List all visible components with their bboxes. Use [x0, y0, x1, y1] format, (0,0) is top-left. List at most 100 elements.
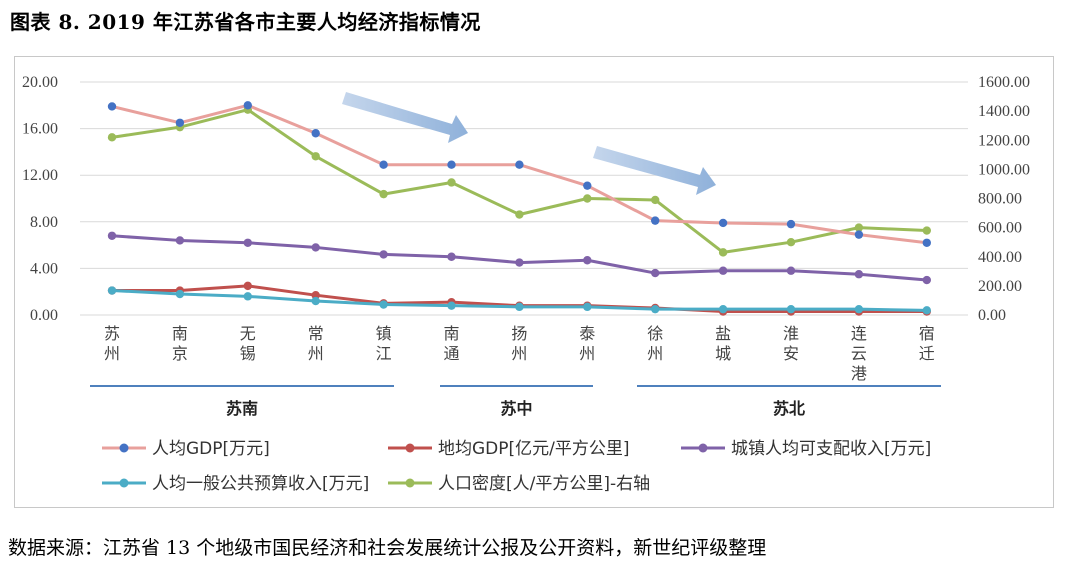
- right-tick-label: 0.00: [978, 307, 1006, 324]
- right-tick-label: 1400.00: [978, 103, 1030, 120]
- data-point: [854, 223, 864, 232]
- data-point: [786, 266, 796, 275]
- right-tick-label: 1000.00: [978, 161, 1030, 178]
- series-group: [107, 101, 931, 316]
- data-point: [175, 236, 185, 245]
- category-label: 连: [851, 324, 867, 343]
- left-tick-label: 12.00: [22, 167, 58, 184]
- category-label: 城: [715, 344, 731, 363]
- category-label: 港: [851, 364, 867, 383]
- data-point: [311, 296, 320, 306]
- data-point: [243, 281, 252, 291]
- category-label: 迁: [919, 344, 935, 363]
- category-label: 盐: [715, 324, 731, 343]
- data-point: [107, 231, 117, 240]
- data-point: [311, 243, 320, 252]
- data-point: [447, 252, 456, 261]
- legend-label: 人均一般公共预算收入[万元]: [152, 474, 369, 494]
- legend-label: 城镇人均可支配收入[万元]: [731, 439, 931, 459]
- chart-frame: [14, 56, 1054, 508]
- data-point: [447, 301, 456, 310]
- data-point: [583, 181, 592, 190]
- data-point: [786, 304, 796, 314]
- left-tick-label: 16.00: [22, 121, 58, 138]
- data-point: [651, 216, 660, 225]
- data-point: [107, 133, 117, 142]
- category-label: 泰: [579, 324, 595, 343]
- category-label: 州: [511, 344, 527, 363]
- data-point: [854, 270, 864, 279]
- category-label: 通: [443, 344, 459, 363]
- data-point: [854, 230, 864, 239]
- category-label: 州: [579, 344, 595, 363]
- data-point: [515, 302, 524, 312]
- data-point: [922, 306, 931, 315]
- data-point: [311, 129, 320, 138]
- right-tick-label: 1200.00: [978, 132, 1030, 149]
- data-point: [379, 189, 388, 199]
- data-point: [718, 218, 728, 228]
- data-point: [922, 238, 931, 247]
- right-tick-label: 200.00: [978, 278, 1022, 295]
- region-groups: 苏南 苏中 苏北: [90, 385, 941, 418]
- grid-lines: [80, 81, 968, 316]
- right-axis: 0.00 200.00 400.00 600.00 800.00 1000.00 1200.…: [978, 74, 1030, 324]
- data-point: [922, 275, 931, 285]
- category-label: 淮: [783, 324, 799, 343]
- left-tick-label: 4.00: [30, 260, 58, 277]
- category-label: 州: [308, 344, 324, 363]
- data-point: [515, 258, 524, 267]
- data-point: [243, 292, 252, 301]
- data-point: [515, 160, 524, 169]
- legend-label: 人口密度[人/平方公里]-右轴: [438, 474, 650, 494]
- data-point: [854, 304, 864, 314]
- category-label: 安: [783, 344, 799, 363]
- left-axis: 0.00 4.00 8.00 12.00 16.00 20.00: [22, 74, 58, 324]
- data-point: [447, 178, 456, 187]
- left-tick-label: 0.00: [30, 307, 58, 324]
- series-line: [111, 234, 927, 282]
- data-point: [515, 210, 524, 219]
- category-label: 京: [172, 344, 188, 363]
- data-point: [379, 160, 388, 169]
- source-note: 数据来源：江苏省 13 个地级市国民经济和社会发展统计公报及公开资料，新世纪评级…: [8, 537, 767, 559]
- data-point: [651, 268, 660, 278]
- data-point: [583, 256, 592, 265]
- data-point: [243, 101, 252, 110]
- data-point: [107, 102, 117, 111]
- left-tick-label: 20.00: [22, 74, 58, 91]
- data-point: [786, 219, 796, 229]
- category-label: 徐: [647, 324, 663, 343]
- data-point: [583, 302, 592, 312]
- data-point: [718, 248, 728, 257]
- right-tick-label: 600.00: [978, 220, 1022, 237]
- left-tick-label: 8.00: [30, 214, 58, 231]
- legend: 人均GDP[万元] 地均GDP[亿元/平方公里] 城镇人均可支配收入[万元] 人均一般…: [102, 439, 931, 494]
- legend-swatch-marker: [698, 443, 708, 453]
- category-label: 常: [308, 324, 324, 343]
- data-point: [175, 118, 185, 127]
- region-label: 苏北: [773, 399, 805, 418]
- data-point: [107, 286, 117, 295]
- trend-arrow-1: [342, 92, 468, 143]
- region-label: 苏中: [500, 399, 532, 418]
- data-point: [447, 160, 456, 169]
- category-label: 州: [104, 344, 120, 363]
- data-point: [243, 238, 252, 247]
- data-point: [311, 152, 320, 161]
- trend-arrows: [342, 92, 716, 195]
- data-point: [583, 194, 592, 203]
- category-label: 南: [172, 324, 188, 343]
- category-label: 苏: [104, 324, 120, 343]
- region-label: 苏南: [226, 399, 258, 418]
- data-point: [651, 304, 660, 314]
- data-point: [651, 195, 660, 205]
- data-point: [718, 304, 728, 314]
- right-tick-label: 400.00: [978, 249, 1022, 266]
- legend-swatch-marker: [119, 443, 129, 453]
- series-line: [111, 108, 927, 254]
- category-label: 无: [240, 324, 256, 343]
- trend-arrow-2: [593, 146, 716, 195]
- legend-swatch-marker: [119, 478, 129, 488]
